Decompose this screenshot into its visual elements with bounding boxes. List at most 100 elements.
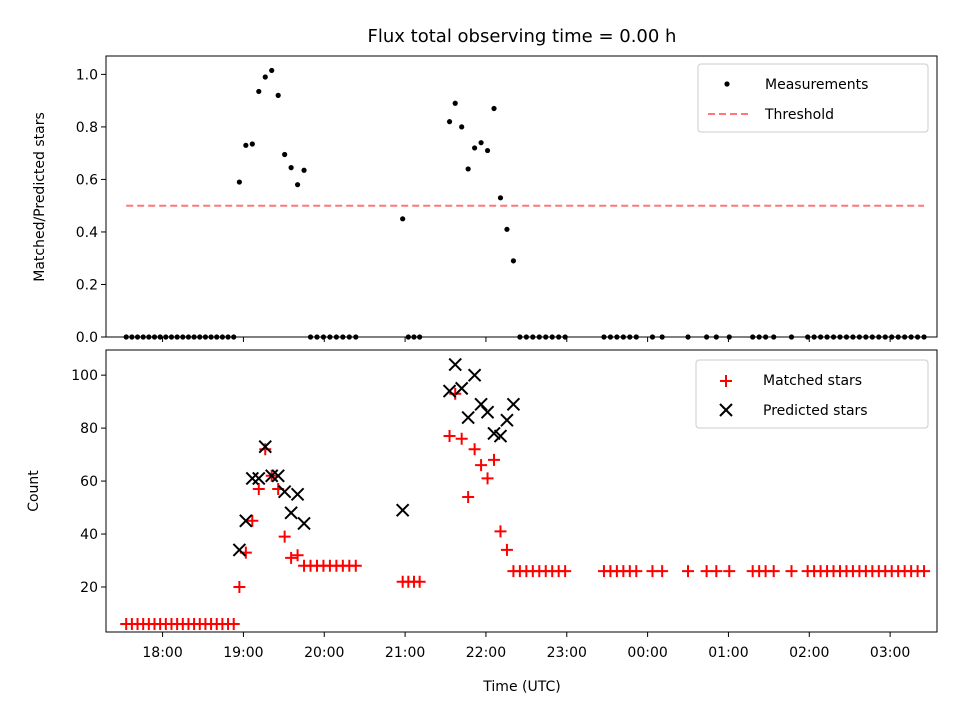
top-legend-box: [697, 63, 929, 133]
top-ylabel: Matched/Predicted stars: [32, 112, 48, 282]
bottom-xtick-label: 01:00: [708, 645, 748, 661]
predicted-star-point: [297, 516, 311, 531]
bottom-ytick-label: 100: [71, 368, 98, 384]
measurement-point: [472, 145, 478, 151]
legend-measurements-label: Measurements: [765, 77, 868, 93]
matched-star-point: [291, 549, 304, 562]
matched-star-point: [233, 580, 246, 593]
matched-star-point: [349, 559, 362, 572]
matched-star-point: [559, 565, 572, 578]
legend-matched-label: Matched stars: [763, 373, 862, 389]
legend-predicted-label: Predicted stars: [763, 403, 868, 419]
top-legend: Measurements Threshold: [697, 63, 929, 133]
matched-star-point: [767, 565, 780, 578]
matched-star-point: [468, 443, 481, 456]
measurement-point: [452, 100, 458, 106]
bottom-xtick-label: 02:00: [789, 645, 829, 661]
predicted-star-point: [480, 405, 495, 419]
matched-star-point: [500, 543, 513, 556]
measurement-point: [262, 74, 268, 80]
matched-star-point: [413, 575, 426, 588]
measurement-point: [249, 141, 255, 147]
measurement-point: [282, 151, 288, 158]
measurement-point: [491, 105, 497, 112]
top-plot-panel: Matched/Predicted stars 0.0 0.2 0.4 0.6 0.8 1…: [32, 55, 938, 346]
predicted-star-point: [448, 357, 462, 372]
measurement-point: [269, 67, 275, 74]
matched-star-point: [227, 618, 240, 631]
bottom-ytick-label: 20: [80, 580, 98, 596]
bottom-xtick-label: 21:00: [385, 645, 425, 661]
top-ytick-label: 0.8: [76, 120, 98, 136]
matched-star-point: [630, 565, 643, 578]
matched-star-point: [494, 525, 507, 538]
bottom-ytick-label: 60: [80, 474, 98, 490]
predicted-star-point: [284, 506, 298, 520]
predicted-star-point: [232, 543, 247, 557]
top-ytick-label: 0.0: [76, 330, 98, 346]
matched-star-point: [710, 565, 723, 578]
bottom-legend: Matched stars Predicted stars: [695, 359, 929, 429]
legend-matched-marker: [720, 375, 732, 387]
bottom-xtick-label: 20:00: [304, 645, 344, 661]
predicted-star-point: [467, 368, 482, 382]
legend-threshold-label: Threshold: [764, 107, 834, 123]
measurement-point: [484, 147, 491, 154]
matched-star-point: [246, 514, 259, 527]
measurement-point: [446, 119, 453, 125]
matched-star-point: [918, 565, 931, 578]
top-ytick-label: 0.4: [76, 225, 98, 241]
measurement-point: [236, 179, 242, 185]
bottom-ylabel: Count: [26, 470, 42, 512]
predicted-stars-points: [232, 357, 521, 557]
measurement-points: [123, 67, 927, 340]
predicted-star-point: [474, 397, 488, 411]
matched-star-point: [278, 530, 291, 543]
measurement-point: [478, 140, 484, 146]
matched-star-point: [488, 453, 501, 466]
bottom-y-ticks: 20 40 60 80 100: [71, 368, 106, 596]
matched-star-point: [785, 565, 798, 578]
top-ytick-label: 1.0: [76, 67, 98, 83]
predicted-star-point: [290, 487, 305, 502]
bottom-ytick-label: 80: [80, 421, 98, 437]
bottom-plot-panel: Count 20 40 60 80 100 18:00 19:00 20:00 21:00 22…: [26, 349, 938, 695]
matched-star-point: [656, 565, 669, 578]
predicted-star-point: [239, 514, 253, 528]
matched-star-point: [285, 551, 298, 564]
predicted-star-point: [245, 471, 260, 486]
bottom-ytick-label: 40: [80, 527, 98, 543]
legend-predicted-marker: [719, 403, 733, 417]
matched-star-point: [475, 459, 488, 472]
matched-star-point: [259, 443, 272, 456]
matched-star-point: [481, 472, 494, 485]
bottom-legend-box: [695, 359, 929, 429]
matched-star-point: [462, 490, 475, 503]
bottom-xtick-label: 18:00: [142, 645, 182, 661]
predicted-star-point: [265, 469, 279, 483]
predicted-star-point: [271, 469, 285, 483]
matched-star-point: [252, 483, 265, 496]
predicted-star-point: [461, 410, 475, 425]
top-ytick-label: 0.2: [76, 277, 98, 293]
predicted-star-point: [442, 384, 457, 398]
bottom-xtick-label: 23:00: [547, 645, 587, 661]
bottom-xtick-label: 00:00: [627, 645, 667, 661]
measurement-point: [288, 165, 294, 171]
measurement-point: [465, 166, 471, 172]
measurement-point: [243, 142, 249, 148]
predicted-star-point: [506, 397, 521, 411]
predicted-star-point: [258, 439, 272, 454]
bottom-xtick-label: 19:00: [223, 645, 263, 661]
matched-star-point: [723, 565, 736, 578]
measurement-point: [497, 195, 504, 201]
bottom-x-ticks: 18:00 19:00 20:00 21:00 22:00 23:00 00:00 01:00…: [142, 632, 910, 661]
top-ytick-label: 0.6: [76, 172, 98, 188]
bottom-xtick-label: 03:00: [870, 645, 910, 661]
measurement-point: [294, 182, 301, 188]
measurement-point: [275, 92, 281, 98]
top-axes-frame: [105, 55, 938, 338]
measurement-point: [400, 216, 406, 222]
top-y-ticks: 0.0 0.2 0.4 0.6 0.8 1.0: [76, 67, 106, 346]
